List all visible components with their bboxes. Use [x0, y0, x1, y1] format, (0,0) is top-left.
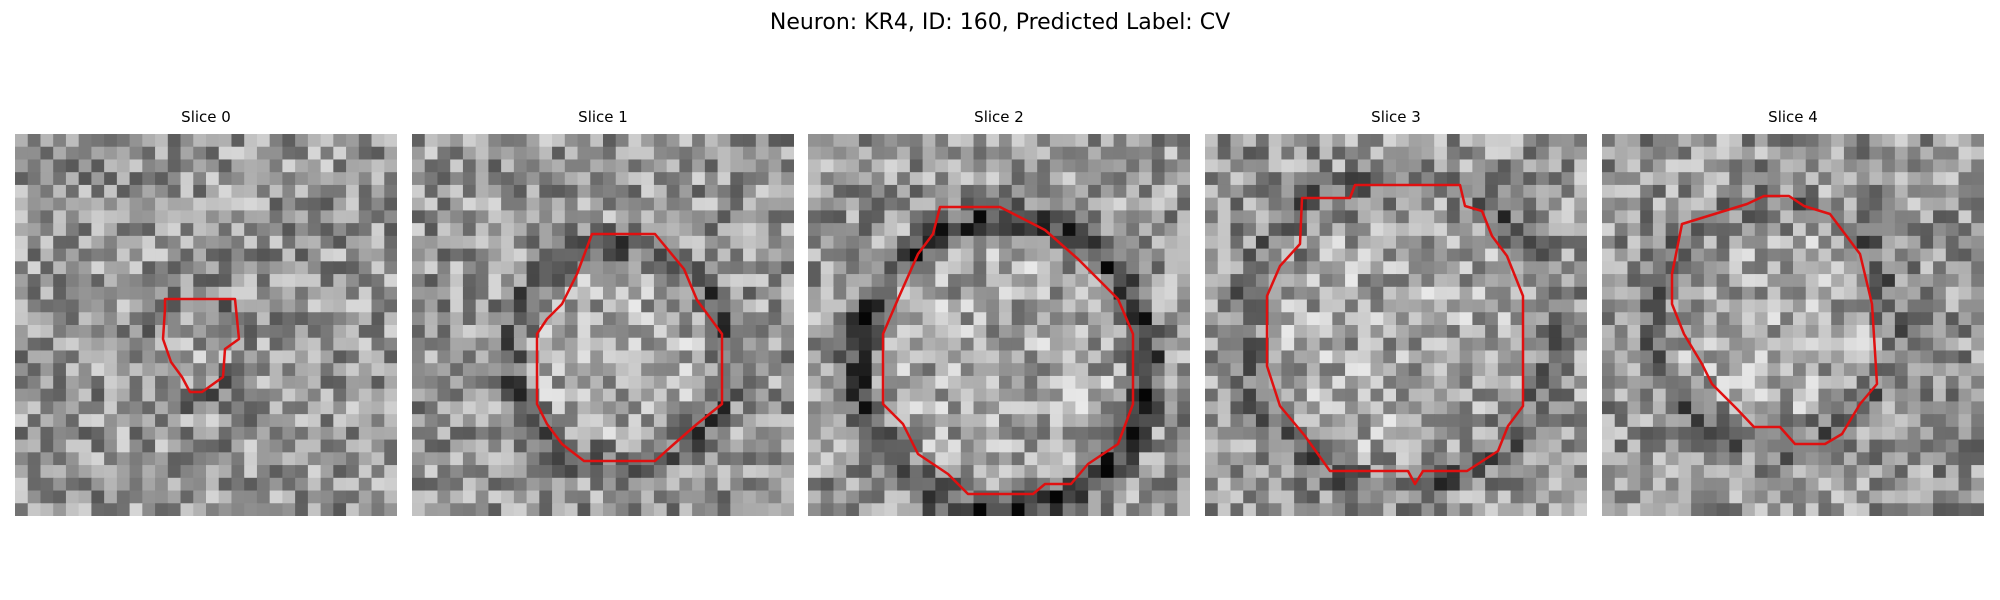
segmentation-contour: [161, 297, 241, 394]
slice-panel-1: Slice 1: [412, 108, 794, 516]
segmentation-contour: [535, 232, 724, 463]
slice-title: Slice 4: [1768, 108, 1818, 126]
slice-title: Slice 3: [1371, 108, 1421, 126]
slice-panel-3: Slice 3: [1205, 108, 1587, 516]
figure-title: Neuron: KR4, ID: 160, Predicted Label: C…: [769, 10, 1231, 35]
slice-image: [1602, 134, 1984, 516]
segmentation-contour: [1265, 183, 1525, 486]
slice-panel-2: Slice 2: [808, 108, 1190, 516]
slice-title: Slice 2: [974, 108, 1024, 126]
slice-title: Slice 0: [181, 108, 231, 126]
slice-title: Slice 1: [578, 108, 628, 126]
slice-panel-4: Slice 4: [1602, 108, 1984, 516]
segmentation-contour: [1670, 194, 1879, 446]
slice-image: [412, 134, 794, 516]
slice-image: [1205, 134, 1587, 516]
slice-image: [808, 134, 1190, 516]
segmentation-contour: [881, 205, 1135, 496]
slice-image: [15, 134, 397, 516]
slice-panel-0: Slice 0: [15, 108, 397, 516]
